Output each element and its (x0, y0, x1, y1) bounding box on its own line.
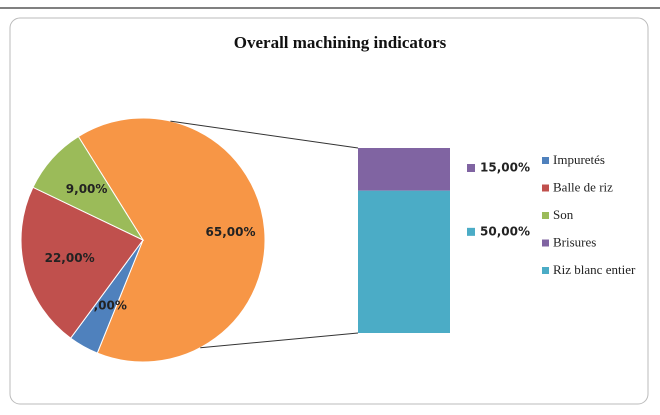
pie-slice (20, 186, 144, 339)
legend-key (542, 267, 549, 274)
connector (200, 332, 359, 349)
legend-label: Impuretés (553, 152, 605, 167)
legend-key (542, 157, 549, 164)
pie-slice (77, 117, 266, 363)
legend-label: Brisures (553, 234, 596, 249)
segment-label: 15,00% (480, 161, 530, 175)
slice-label: 9,00% (66, 182, 108, 196)
label-key (467, 164, 475, 172)
legend-label: Son (553, 207, 574, 222)
slice-label: 65,00% (206, 225, 256, 239)
legend-key (542, 239, 549, 247)
legend-label: Balle de riz (553, 179, 613, 194)
legend-label: Riz blanc entier (553, 262, 636, 277)
slice-label: 22,00% (45, 251, 95, 265)
pie-slice (32, 135, 145, 242)
label-key (467, 227, 475, 236)
legend-key (542, 184, 549, 192)
connector (170, 120, 359, 149)
bar-segment (358, 190, 450, 333)
segment-label: 50,00% (480, 224, 530, 238)
chart-title: Overall machining indicators (234, 33, 447, 52)
bar-segment (358, 148, 450, 191)
legend-key (542, 212, 549, 219)
